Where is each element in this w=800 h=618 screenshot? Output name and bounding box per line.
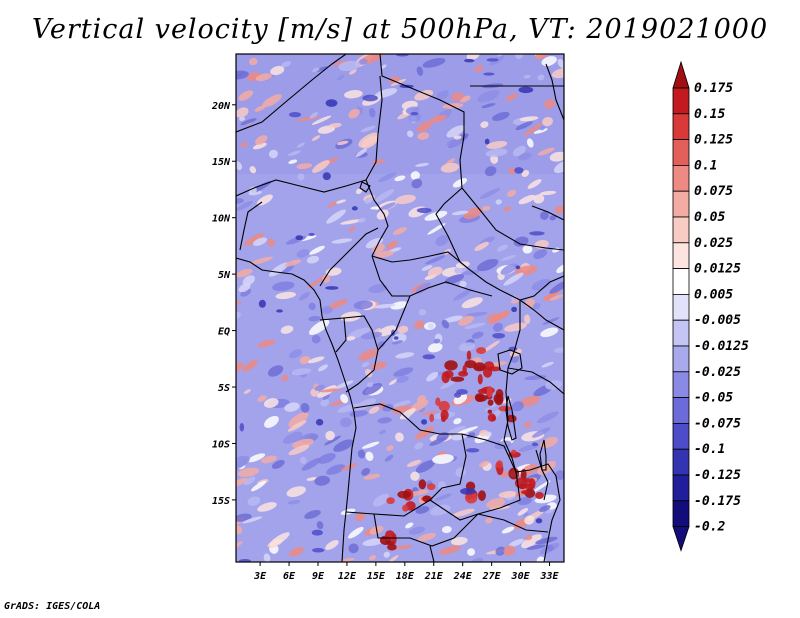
colorbar-label: 0.15: [694, 107, 725, 122]
colorbar-label: -0.1: [694, 442, 725, 457]
border-tanzania: [507, 367, 564, 395]
colorbar-label: -0.025: [694, 365, 741, 380]
border-mozambique: [515, 463, 561, 562]
coastline-west-africa: [236, 257, 357, 562]
colorbar-swatch: [672, 345, 690, 373]
x-tick-label: 15E: [367, 571, 386, 582]
border-angola-east: [429, 433, 467, 501]
colorbar-label: -0.05: [694, 391, 733, 406]
colorbar-label: -0.075: [694, 416, 741, 431]
border-sudan-eth: [531, 205, 564, 221]
x-tick-label: 27E: [482, 571, 502, 582]
colorbar-swatch: [672, 242, 690, 270]
colorbar-swatch: [672, 113, 690, 141]
colorbar-swatch: [672, 293, 690, 321]
x-tick-label: 9E: [312, 571, 325, 582]
border-gabon: [319, 317, 347, 353]
colorbar-label: -0.125: [694, 468, 741, 483]
colorbar-label: -0.005: [694, 313, 741, 328]
border-malawi: [535, 449, 549, 501]
colorbar-swatch: [672, 87, 690, 115]
colorbar-label: -0.0125: [694, 339, 749, 354]
colorbar-bottom-arrow: [672, 526, 690, 552]
colorbar-swatch: [672, 268, 690, 295]
red-sea-coast: [545, 63, 564, 121]
y-tick-label: 5S: [218, 383, 230, 394]
colorbar-top-arrow: [672, 60, 690, 89]
y-axis: 20N 15N 10N 5N EQ 5S 10S 15S: [211, 101, 236, 507]
border-zambia: [429, 433, 521, 521]
colorbar-label: 0.175: [694, 81, 733, 96]
y-tick-label: 15N: [212, 157, 231, 168]
border-car-north: [371, 251, 501, 291]
y-tick-label: 15S: [212, 496, 230, 507]
x-axis: 3E 6E 9E 12E 15E 18E 21E 24E 27E 30E 33E: [253, 562, 560, 582]
colorbar-swatch: [672, 216, 690, 244]
colorbar-swatch: [672, 448, 690, 476]
x-tick-label: 12E: [338, 571, 357, 582]
x-tick-label: 3E: [253, 571, 267, 582]
colorbar-label: 0.05: [694, 210, 725, 225]
x-tick-label: 30E: [511, 571, 531, 582]
colorbar: 0.175 0.15 0.125 0.1 0.075 0.05 0.025 0.0125 0.0…: [672, 60, 749, 552]
border-chad-nigeria: [365, 179, 389, 257]
y-tick-label: 20N: [211, 101, 231, 112]
border-eth-kenya: [519, 299, 564, 331]
colorbar-swatch: [672, 190, 690, 218]
colorbar-label: 0.025: [694, 236, 733, 251]
colorbar-label: 0.1: [694, 158, 717, 173]
border-botswana: [429, 545, 435, 562]
border-libya-sudan: [379, 54, 465, 189]
lake-malawi: [539, 439, 547, 471]
lake-victoria: [497, 349, 523, 375]
border-niger-chad: [365, 75, 383, 181]
x-tick-label: 24E: [453, 571, 473, 582]
colorbar-label: 0.0125: [694, 262, 741, 277]
y-tick-label: 10N: [212, 214, 231, 225]
x-tick-label: 18E: [396, 571, 415, 582]
colorbar-swatch: [672, 164, 690, 192]
colorbar-swatch: [672, 397, 690, 424]
chart-title: Vertical velocity [m/s] at 500hPa, VT: 2…: [31, 14, 769, 45]
border-angola-north: [353, 403, 462, 435]
colorbar-label: -0.2: [694, 520, 725, 535]
colorbar-swatch: [672, 319, 690, 347]
border-uganda: [507, 300, 521, 369]
lake-chad: [359, 181, 371, 193]
map-frame: [235, 53, 565, 563]
colorbar-swatch: [672, 371, 690, 398]
lake-tanganyika: [505, 395, 517, 441]
country-borders: [236, 54, 564, 562]
x-tick-label: 21E: [424, 571, 444, 582]
border-sudan-ss: [461, 187, 564, 251]
y-tick-label: EQ: [218, 327, 230, 338]
border-namibia: [373, 513, 479, 547]
footer-credit: GrADS: IGES/COLA: [4, 601, 101, 612]
border-zimbabwe: [477, 513, 549, 533]
colorbar-swatch: [672, 139, 690, 166]
colorbar-label: 0.005: [694, 287, 733, 302]
x-tick-label: 6E: [283, 571, 296, 582]
velocity-field: [236, 54, 564, 562]
border-sahara-1: [236, 54, 347, 133]
colorbar-swatch: [672, 422, 690, 450]
border-niger-south: [236, 179, 367, 197]
y-tick-label: 5N: [218, 270, 231, 281]
border-angola-south: [345, 499, 431, 517]
border-drc-east: [503, 367, 517, 473]
border-ss-east: [499, 275, 564, 301]
colorbar-label: -0.175: [694, 494, 741, 509]
y-tick-label: 10S: [212, 439, 230, 450]
border-nigeria-cameroon: [319, 227, 379, 287]
border-car-south: [371, 255, 493, 297]
colorbar-label: 0.125: [694, 133, 733, 148]
border-drc-congo: [377, 295, 411, 351]
colorbar-label: 0.075: [694, 184, 733, 199]
x-tick-label: 33E: [539, 571, 559, 582]
colorbar-swatch: [672, 474, 690, 502]
colorbar-swatch: [672, 500, 690, 527]
border-nigeria-benin: [239, 201, 263, 251]
